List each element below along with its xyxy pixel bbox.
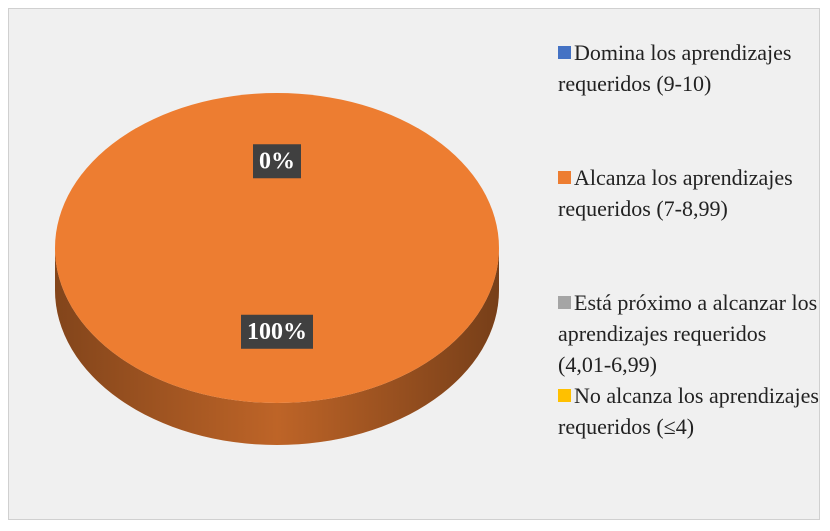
legend-swatch <box>558 46 571 59</box>
legend-label: Domina los aprendizajes requeridos (9-10… <box>558 40 792 96</box>
data-label-box <box>241 314 313 349</box>
legend-item: No alcanza los aprendizajes requeridos (… <box>558 380 820 442</box>
legend-swatch <box>558 389 571 402</box>
legend-item: Alcanza los aprendizajes requeridos (7-8… <box>558 162 820 224</box>
data-label: 100% <box>247 319 307 345</box>
data-label: 0% <box>259 148 295 174</box>
data-label-box <box>253 144 301 179</box>
legend-swatch <box>558 296 571 309</box>
slice-side-shade <box>55 248 499 445</box>
legend-label: Alcanza los aprendizajes requeridos (7-8… <box>558 165 793 221</box>
legend-swatch <box>558 171 571 184</box>
legend-label: No alcanza los aprendizajes requeridos (… <box>558 383 819 439</box>
legend-label: Está próximo a alcanzar los aprendizajes… <box>558 290 818 377</box>
slice <box>55 93 499 403</box>
legend-item: Domina los aprendizajes requeridos (9-10… <box>558 37 820 99</box>
legend-item: Está próximo a alcanzar los aprendizajes… <box>558 287 820 380</box>
